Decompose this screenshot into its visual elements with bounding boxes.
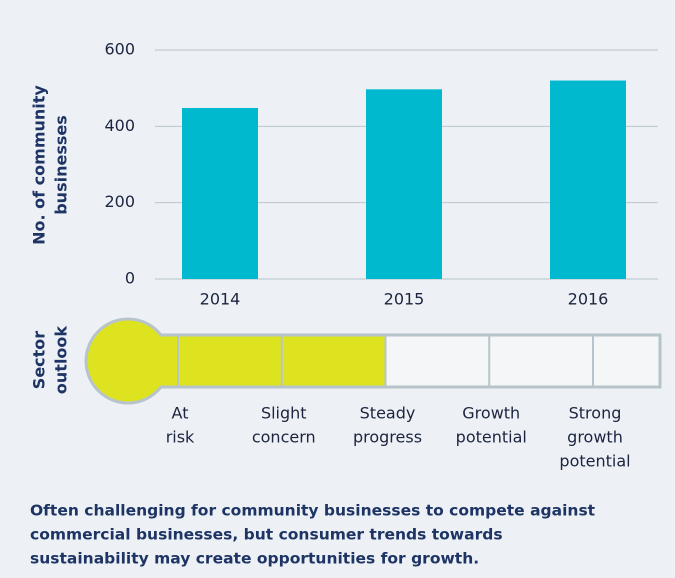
outlook-level-label: potential [456,428,527,447]
y-tick-label: 0 [125,269,135,288]
caption: commercial businesses, but consumer tren… [30,526,503,544]
outlook-level-label: Slight [261,404,307,423]
y-tick-label: 400 [104,116,135,135]
outlook-level-label: risk [166,428,195,447]
outlook-level-label: Steady [360,404,416,423]
y-tick-label: 200 [104,192,135,211]
y-tick-label: 600 [104,40,135,59]
gauge-fill [120,336,386,386]
bar [550,80,626,280]
bar [182,108,258,279]
caption: Often challenging for community business… [30,502,596,520]
y-axis-title: businesses [52,115,71,215]
x-tick-label: 2015 [384,290,425,309]
outlook-title: outlook [52,326,71,395]
outlook-level-label: Strong [569,404,622,423]
x-tick-label: 2016 [568,290,609,309]
outlook-level-label: potential [559,452,630,471]
caption: sustainability may create opportunities … [30,550,479,568]
outlook-level-label: At [172,404,189,423]
bar [366,89,442,279]
y-axis-title: No. of community [30,85,49,245]
x-tick-label: 2014 [200,290,241,309]
outlook-level-label: progress [353,428,422,447]
outlook-level-label: concern [252,428,316,447]
outlook-title: Sector [30,331,49,390]
outlook-level-label: Growth [462,404,520,423]
outlook-level-label: growth [567,428,623,447]
